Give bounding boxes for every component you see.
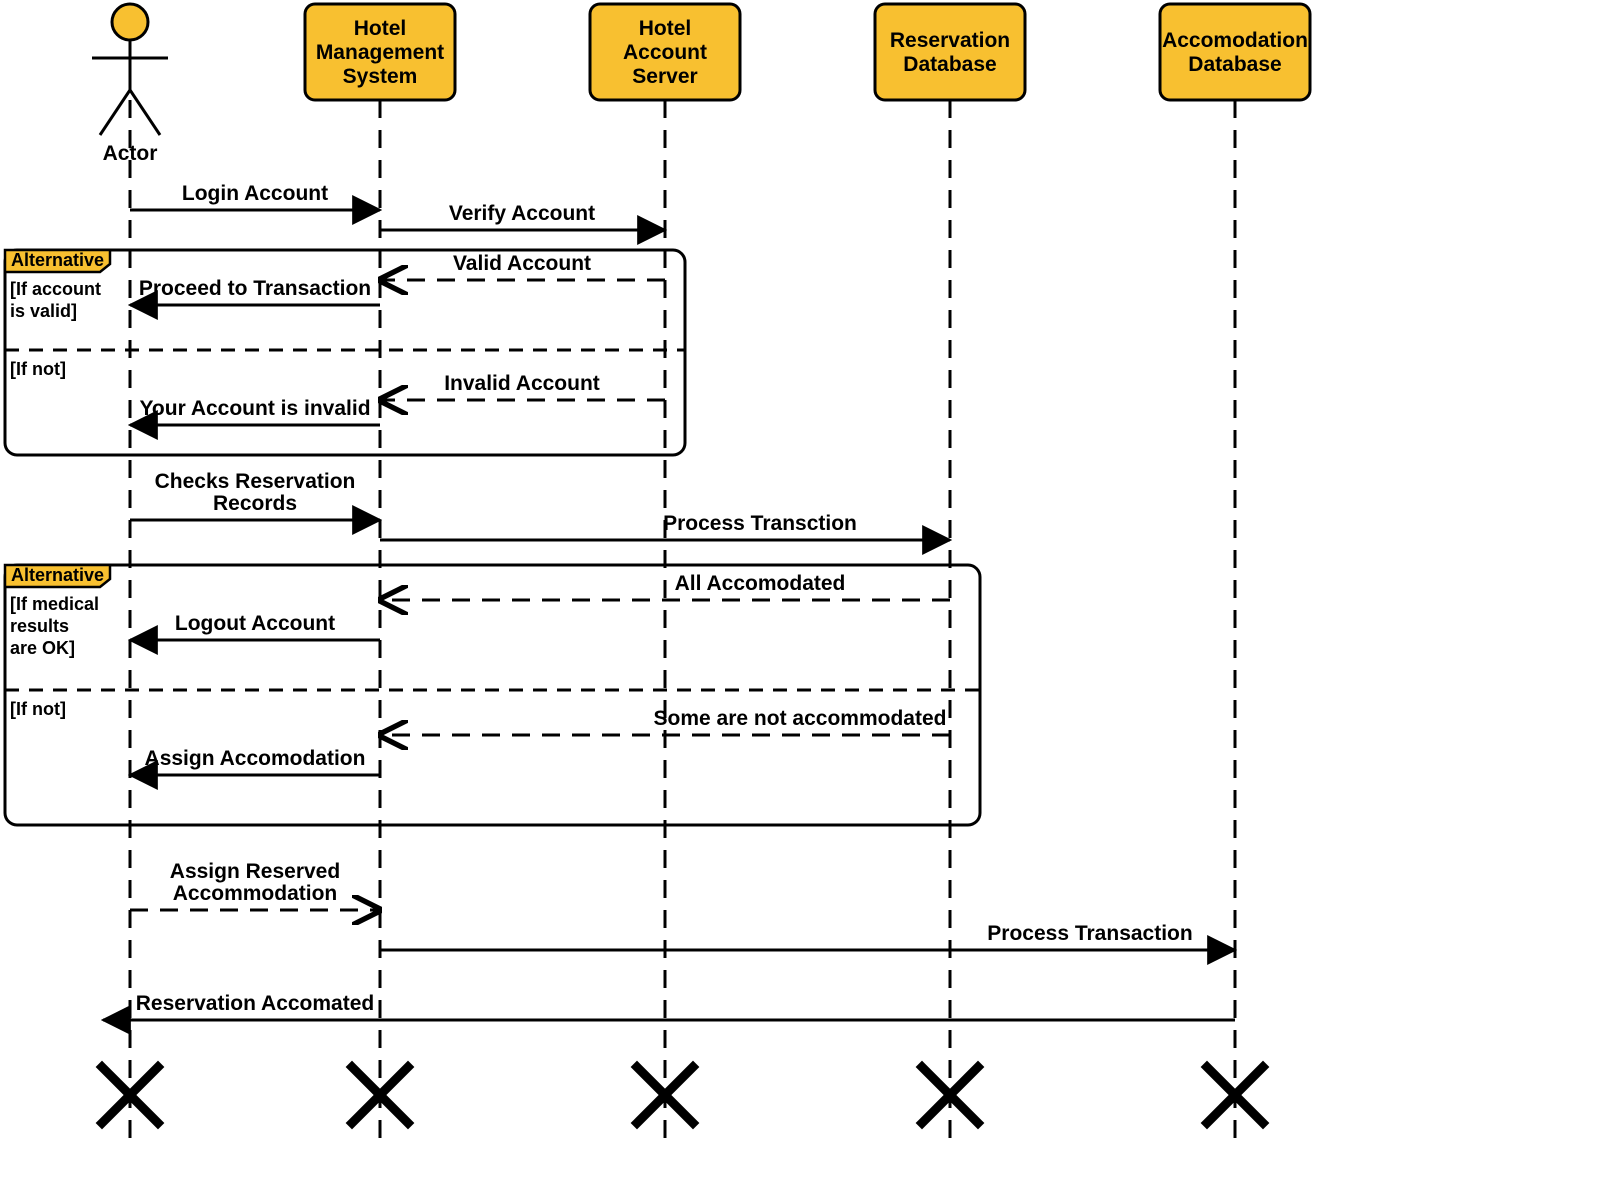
participant-rdb: ReservationDatabase: [875, 4, 1025, 100]
participant-label: Server: [632, 65, 697, 88]
participant-label: Account: [623, 41, 707, 64]
message-label: Verify Account: [449, 202, 595, 225]
message-label: Valid Account: [453, 252, 591, 275]
message-label: Checks Reservation: [155, 470, 356, 493]
message-2: Valid Account: [380, 252, 665, 280]
message-9: Logout Account: [130, 612, 380, 640]
alt-guard: [If not]: [10, 699, 66, 719]
message-label: Proceed to Transaction: [139, 277, 371, 300]
message-11: Assign Accomodation: [130, 747, 380, 775]
participant-label: Hotel: [354, 17, 407, 40]
message-14: Reservation Accomated: [103, 992, 1235, 1020]
message-label: Your Account is invalid: [139, 397, 370, 420]
alt-guard: [If account: [10, 279, 101, 299]
alt-guard: [If medical: [10, 594, 99, 614]
alt-frame-1: Alternative [If medicalresultsare OK] [If …: [5, 565, 980, 825]
sequence-diagram: Alternative[If accountis valid][If not]A…: [0, 0, 1619, 1201]
alt-label: Alternative: [11, 250, 104, 270]
alt-guard: is valid]: [10, 301, 77, 321]
message-label: Reservation Accomated: [136, 992, 374, 1015]
participant-adb: AccomodationDatabase: [1160, 4, 1310, 100]
message-12: Assign ReservedAccommodation: [130, 860, 380, 910]
participant-label: Database: [903, 53, 996, 76]
message-label: Some are not accommodated: [654, 707, 947, 730]
actor-label: Actor: [103, 142, 158, 165]
message-label: Accommodation: [173, 882, 338, 905]
message-label: Assign Reserved: [170, 860, 340, 883]
message-label: Login Account: [182, 182, 328, 205]
participant-has: HotelAccountServer: [590, 4, 740, 100]
message-label: Logout Account: [175, 612, 335, 635]
message-label: Records: [213, 492, 297, 515]
message-label: All Accomodated: [675, 572, 846, 595]
participant-label: Accomodation: [1162, 29, 1308, 52]
message-0: Login Account: [130, 182, 380, 210]
message-1: Verify Account: [380, 202, 665, 230]
alt-label: Alternative: [11, 565, 104, 585]
participant-label: Management: [316, 41, 444, 64]
message-5: Your Account is invalid: [130, 397, 380, 425]
message-label: Process Transction: [663, 512, 857, 535]
message-6: Checks ReservationRecords: [130, 470, 380, 520]
alt-guard: results: [10, 616, 69, 636]
message-3: Proceed to Transaction: [130, 277, 380, 305]
message-label: Invalid Account: [444, 372, 600, 395]
message-13: Process Transaction: [380, 922, 1235, 950]
participant-hms: HotelManagementSystem: [305, 4, 455, 100]
participant-label: Database: [1188, 53, 1281, 76]
alt-guard: [If not]: [10, 359, 66, 379]
message-label: Assign Accomodation: [145, 747, 366, 770]
participant-label: Hotel: [639, 17, 692, 40]
alt-guard: are OK]: [10, 638, 75, 658]
participant-label: Reservation: [890, 29, 1010, 52]
participant-label: System: [343, 65, 418, 88]
message-4: Invalid Account: [380, 372, 665, 400]
message-label: Process Transaction: [987, 922, 1192, 945]
